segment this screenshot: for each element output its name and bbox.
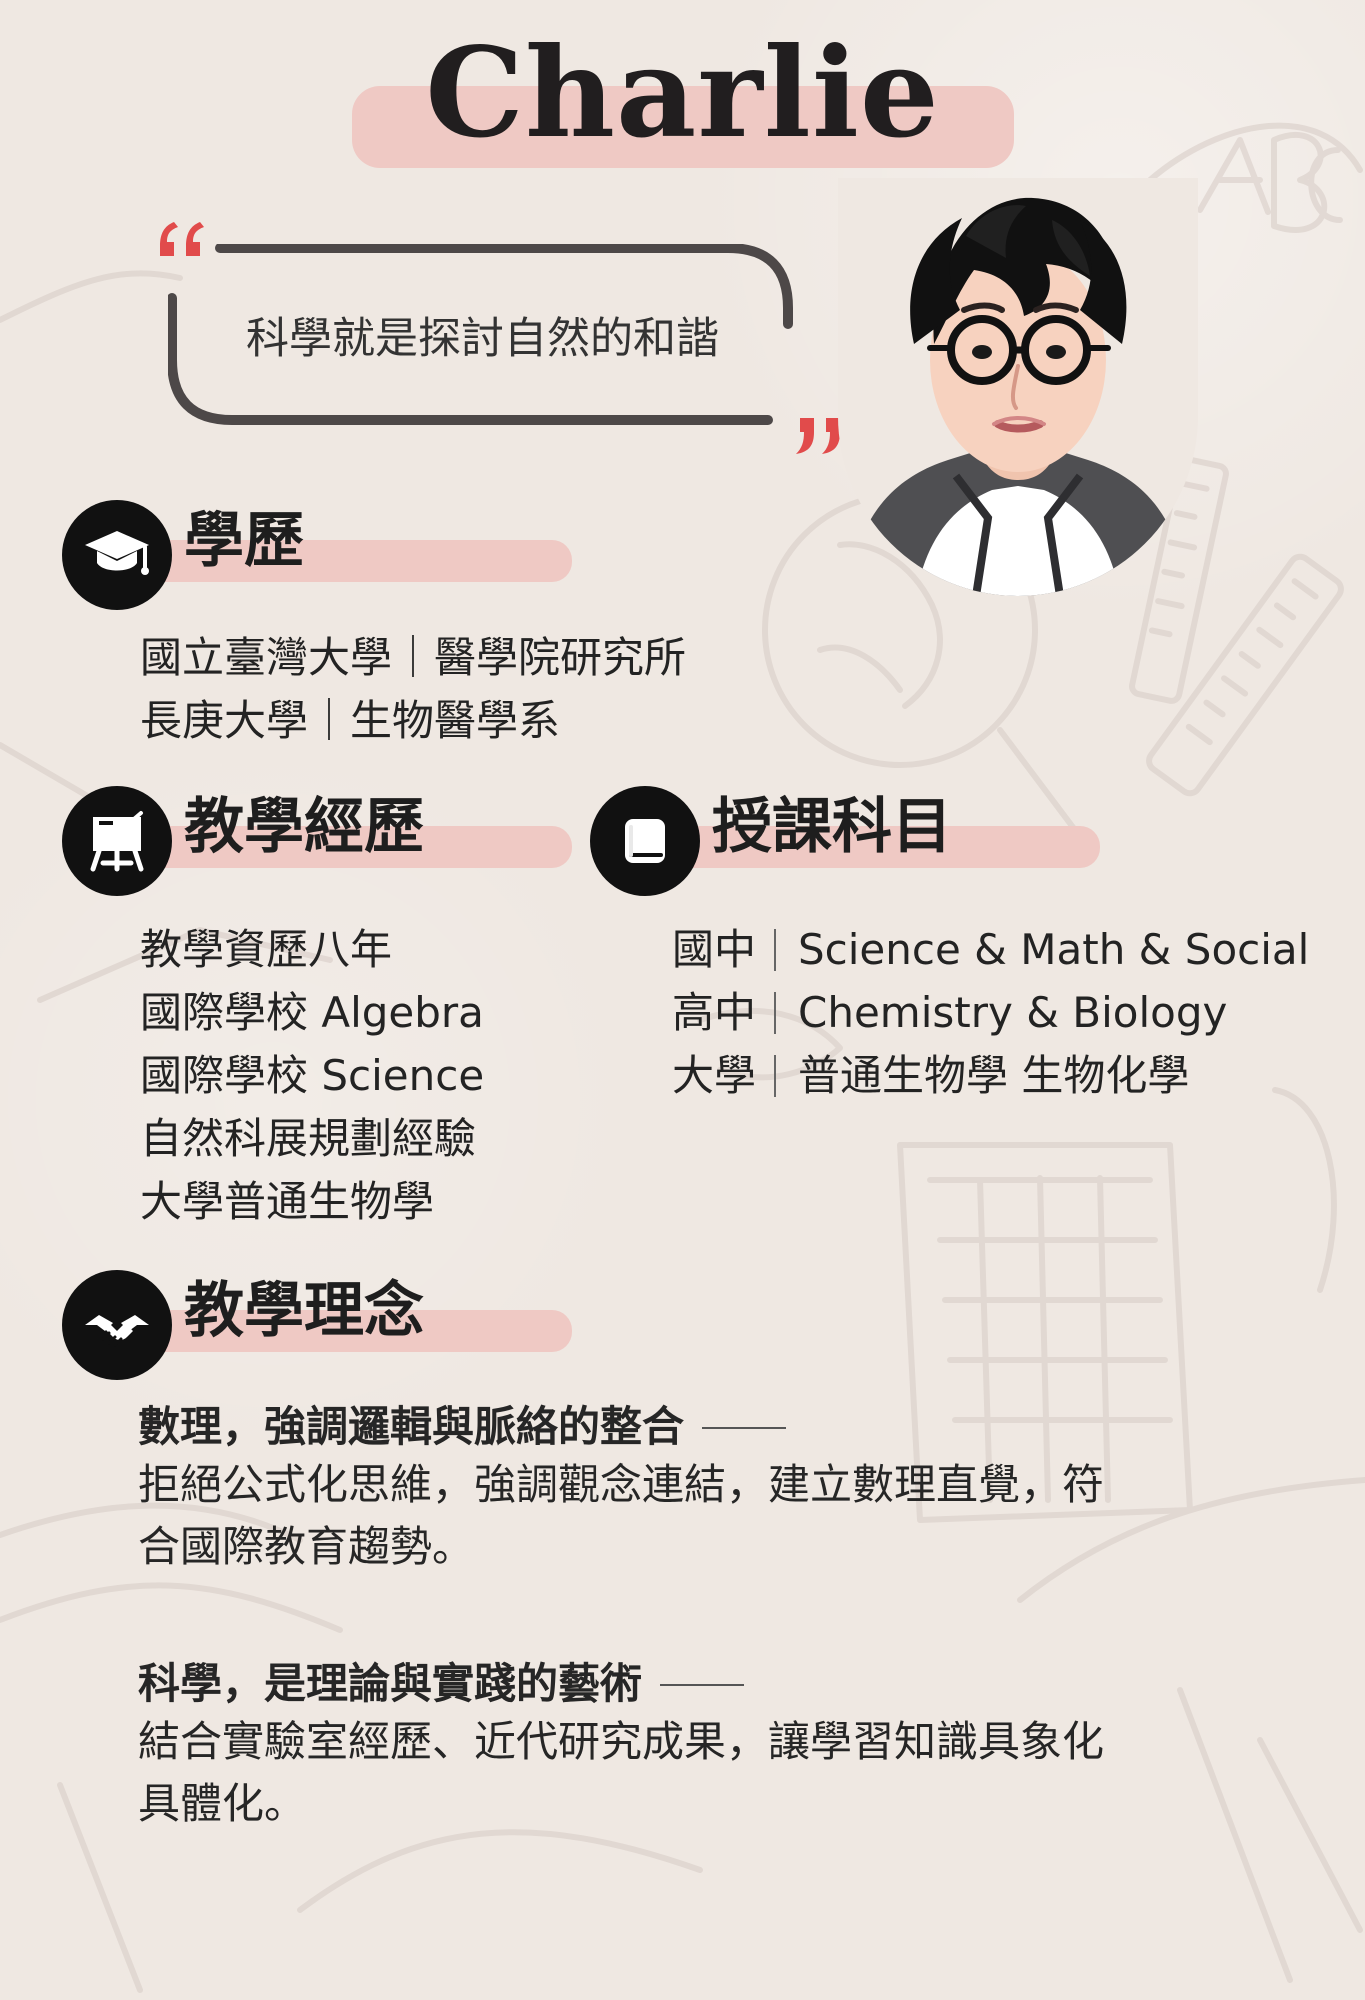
portrait-avatar-icon [838, 178, 1198, 596]
subject-row: 高中 Chemistry & Biology [672, 981, 1309, 1044]
philosophy-heading: 數理，強調邏輯與脈絡的整合 [138, 1402, 1104, 1452]
teaching-experience-section-header: 教學經歷 [62, 786, 572, 896]
subject-name: Chemistry & Biology [798, 988, 1228, 1037]
education-title: 學歷 [184, 506, 304, 576]
teaching-experience-highlight-band [132, 826, 572, 868]
philosophy-body: 拒絕公式化思維，強調觀念連結，建立數理直覺，符 合國際教育趨勢。 [138, 1454, 1104, 1578]
subject-name: Science & Math & Social [798, 925, 1310, 974]
subjects-highlight-band [660, 826, 1100, 868]
name-highlight-band [352, 86, 1014, 168]
open-quote-icon [160, 222, 204, 256]
education-item: 長庚大學｜生物醫學系 [140, 696, 561, 745]
subject-level: 國中 [672, 925, 757, 974]
subject-level: 高中 [672, 988, 757, 1037]
philosophy-highlight-band [132, 1310, 572, 1352]
teacher-quote: 科學就是探討自然的和諧 [246, 314, 719, 364]
philosophy-heading-text: 數理，強調邏輯與脈絡的整合 [138, 1402, 685, 1451]
quote-box [168, 244, 793, 425]
graduation-cap-icon [62, 500, 172, 610]
teaching-experience-title: 教學經歷 [184, 792, 424, 862]
philosophy-body: 結合實驗室經歷、近代研究成果，讓學習知識具象化 具體化。 [138, 1711, 1104, 1835]
subject-row: 大學 普通生物學 生物化學 [672, 1044, 1309, 1107]
philosophy-body-line: 結合實驗室經歷、近代研究成果，讓學習知識具象化 [138, 1717, 1105, 1767]
book-icon [590, 786, 700, 896]
teaching-experience-item: 國際學校 Science [140, 1051, 485, 1100]
teaching-experience-item: 大學普通生物學 [140, 1177, 435, 1226]
teaching-experience-item: 教學資歷八年 [140, 925, 393, 974]
handshake-icon [62, 1270, 172, 1380]
subject-row: 國中 Science & Math & Social [672, 918, 1309, 981]
education-list: 國立臺灣大學｜醫學院研究所 長庚大學｜生物醫學系 [140, 626, 686, 752]
subjects-section-header: 授課科目 [590, 786, 1110, 896]
philosophy-block-1: 數理，強調邏輯與脈絡的整合 拒絕公式化思維，強調觀念連結，建立數理直覺，符 合國… [138, 1402, 1104, 1578]
subjects-title: 授課科目 [712, 792, 952, 862]
subjects-list: 國中 Science & Math & Social 高中 Chemistry … [672, 918, 1309, 1107]
philosophy-body-line: 具體化。 [138, 1779, 307, 1829]
education-highlight-band [132, 540, 572, 582]
philosophy-block-2: 科學，是理論與實踐的藝術 結合實驗室經歷、近代研究成果，讓學習知識具象化 具體化… [138, 1659, 1104, 1835]
close-quote-icon [796, 418, 840, 454]
subject-separator [774, 928, 776, 971]
philosophy-body-line: 拒絕公式化思維，強調觀念連結，建立數理直覺，符 [138, 1460, 1105, 1510]
philosophy-body-line: 合國際教育趨勢。 [138, 1522, 475, 1572]
philosophy-heading: 科學，是理論與實踐的藝術 [138, 1659, 1104, 1709]
subject-level: 大學 [672, 1051, 757, 1100]
profile-name: Charlie [425, 21, 940, 166]
education-item: 國立臺灣大學｜醫學院研究所 [140, 633, 687, 682]
teaching-experience-item: 國際學校 Algebra [140, 988, 484, 1037]
philosophy-heading-text: 科學，是理論與實踐的藝術 [138, 1659, 643, 1708]
heading-dash [702, 1427, 787, 1430]
subject-name: 普通生物學 生物化學 [798, 1051, 1190, 1100]
teaching-experience-list: 教學資歷八年 國際學校 Algebra 國際學校 Science 自然科展規劃經… [140, 918, 484, 1233]
heading-dash [660, 1684, 745, 1687]
teaching-experience-item: 自然科展規劃經驗 [140, 1114, 477, 1163]
subject-separator [774, 991, 776, 1034]
education-section-header: 學歷 [62, 500, 572, 610]
philosophy-title: 教學理念 [184, 1276, 424, 1346]
subject-separator [774, 1054, 776, 1097]
philosophy-section-header: 教學理念 [62, 1270, 572, 1380]
teaching-board-icon [62, 786, 172, 896]
